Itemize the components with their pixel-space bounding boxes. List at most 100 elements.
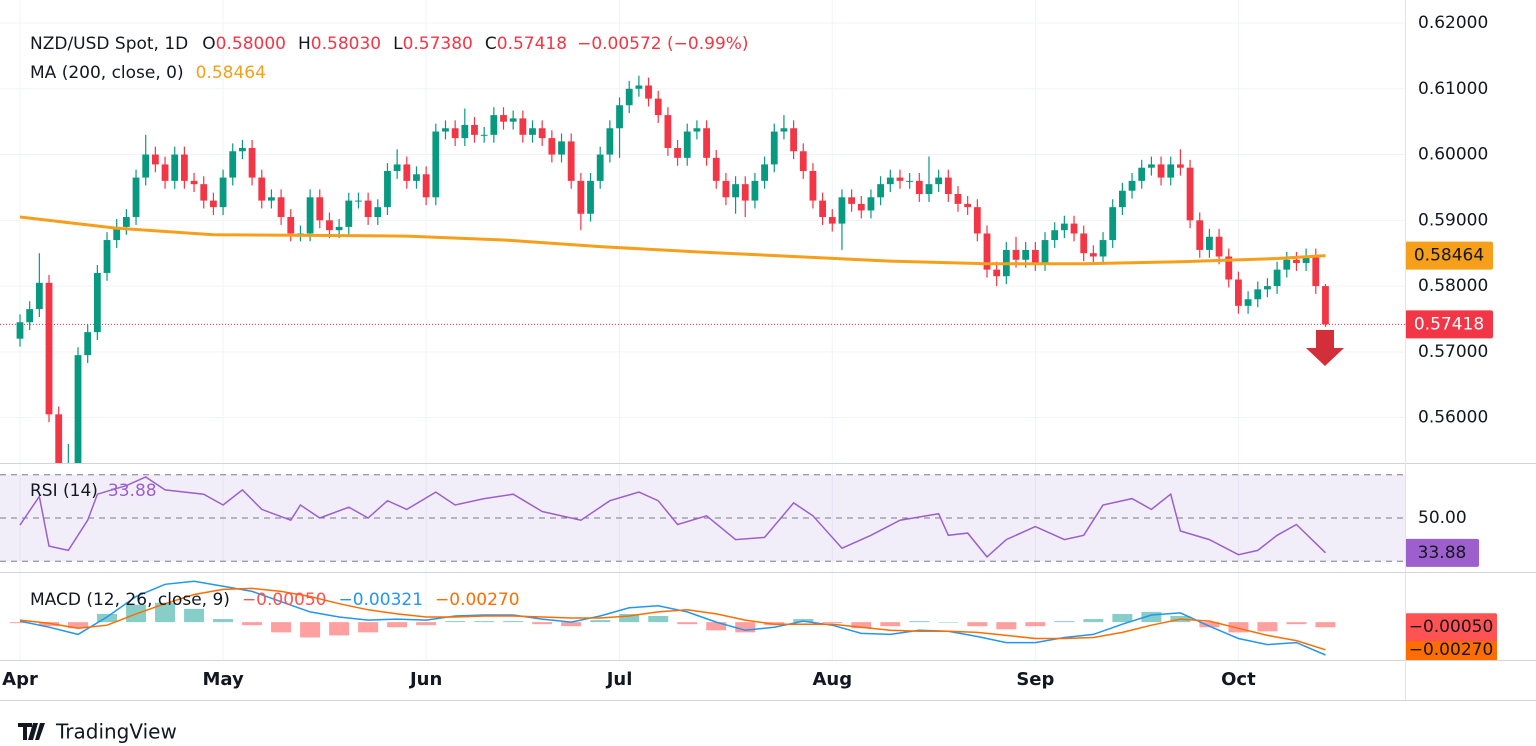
candle-body [190, 180, 198, 185]
ma-legend: MA (200, close, 0) 0.58464 [30, 63, 266, 83]
ohlc-name: H [298, 34, 311, 54]
candle-body [500, 115, 507, 122]
macd-histogram-bar [503, 621, 524, 623]
candle-body [229, 151, 237, 178]
candle-body [432, 131, 440, 198]
candle-body [1128, 180, 1136, 191]
ohlc-value: 0.57418 [497, 34, 567, 54]
candle-body [1206, 236, 1213, 250]
macd-histogram-bar [10, 622, 30, 624]
candle-body [519, 118, 527, 135]
candle-body [1080, 233, 1088, 254]
histogram-tag-label: −0.00050 [1409, 617, 1494, 637]
candle-body [200, 184, 208, 201]
macd-histogram-bar [909, 621, 930, 623]
candle-body [1118, 190, 1126, 208]
macd-histogram-bar [242, 622, 263, 626]
candle-body [1215, 236, 1223, 257]
candle-body [1196, 220, 1204, 250]
candle-body [1235, 279, 1242, 306]
macd-histogram-bar [213, 619, 234, 623]
candle-body [1157, 164, 1165, 178]
candle-body [509, 118, 517, 122]
candle-body [1138, 167, 1146, 181]
price-tag [1405, 310, 1493, 339]
macd-histogram-bar [938, 622, 959, 623]
macd-histogram-bar [851, 622, 872, 629]
macd-histogram-bar [1141, 611, 1162, 623]
candle-body [210, 200, 217, 208]
candle-body [1012, 249, 1020, 260]
ohlc-name: C [485, 34, 497, 54]
ohlc-name: L [393, 34, 403, 54]
macd-histogram-bar [1315, 622, 1336, 628]
candle-body [722, 180, 730, 198]
candle-body [915, 180, 923, 195]
candle-body [703, 128, 710, 158]
x-tick-label: Aug [812, 669, 852, 690]
y-tick-label: 0.57000 [1418, 342, 1488, 362]
candle-body [480, 134, 488, 136]
candle-body [1031, 249, 1039, 264]
candle-body [84, 332, 92, 356]
macd-histogram-bar [1083, 619, 1104, 623]
candle-body [93, 272, 101, 333]
candle-body [461, 124, 469, 139]
macd-histogram-bar [97, 613, 118, 623]
signal-tag [1405, 635, 1497, 660]
macd-histogram-bar [445, 621, 466, 623]
price-pane [0, 0, 1405, 463]
candle-body [857, 203, 865, 211]
candle-body [848, 197, 856, 204]
macd-histogram-bar [416, 622, 437, 626]
candle-body [1022, 249, 1030, 260]
candle-body [442, 128, 449, 132]
candle-body [548, 138, 556, 155]
candle-body [403, 164, 411, 181]
candle-body [906, 180, 914, 182]
candle-body [268, 197, 275, 201]
macd-histogram-bar [880, 622, 901, 627]
candle-body [577, 180, 585, 214]
candle-body [567, 141, 575, 181]
x-tick-label: Jul [605, 669, 633, 690]
candle-body [287, 217, 295, 234]
candle-body [964, 203, 972, 208]
candle-body [451, 128, 459, 139]
macd-histogram-bar [1112, 613, 1133, 623]
macd-value: −0.00321 [338, 590, 423, 610]
ma-value: 0.58464 [196, 63, 266, 83]
candle-body [596, 154, 604, 181]
rsi-pane [0, 464, 1405, 572]
candle-body [587, 180, 594, 214]
candle-body [490, 115, 498, 135]
candle-body [248, 147, 256, 178]
ma-line [19, 215, 1326, 266]
macd-histogram-bar [358, 622, 379, 633]
macd-histogram-bar [474, 621, 495, 623]
candle-body [132, 177, 140, 218]
candle-body [761, 164, 768, 181]
candle-body [616, 105, 623, 129]
macd-hist-value: −0.00050 [242, 590, 327, 610]
candle-body [219, 177, 227, 208]
signal-line [19, 587, 1326, 651]
candle-body [635, 85, 643, 89]
candle-body [142, 154, 150, 178]
macd-histogram-bar [648, 615, 669, 623]
candle-body [1167, 164, 1175, 178]
rsi-tag-label: 33.88 [1418, 543, 1467, 563]
symbol: NZD/USD Spot, 1D [30, 34, 188, 54]
candle-body [828, 217, 836, 224]
histogram-tag [1405, 613, 1497, 642]
candle-body [664, 115, 672, 148]
candle-body [674, 147, 681, 158]
candle-body [944, 177, 952, 195]
candle-body [1302, 256, 1310, 264]
candle-body [122, 217, 130, 227]
candle-body [741, 184, 749, 201]
x-tick-label: Apr [2, 669, 38, 690]
macd-histogram-bar [1199, 622, 1220, 628]
candle-body [35, 282, 43, 310]
